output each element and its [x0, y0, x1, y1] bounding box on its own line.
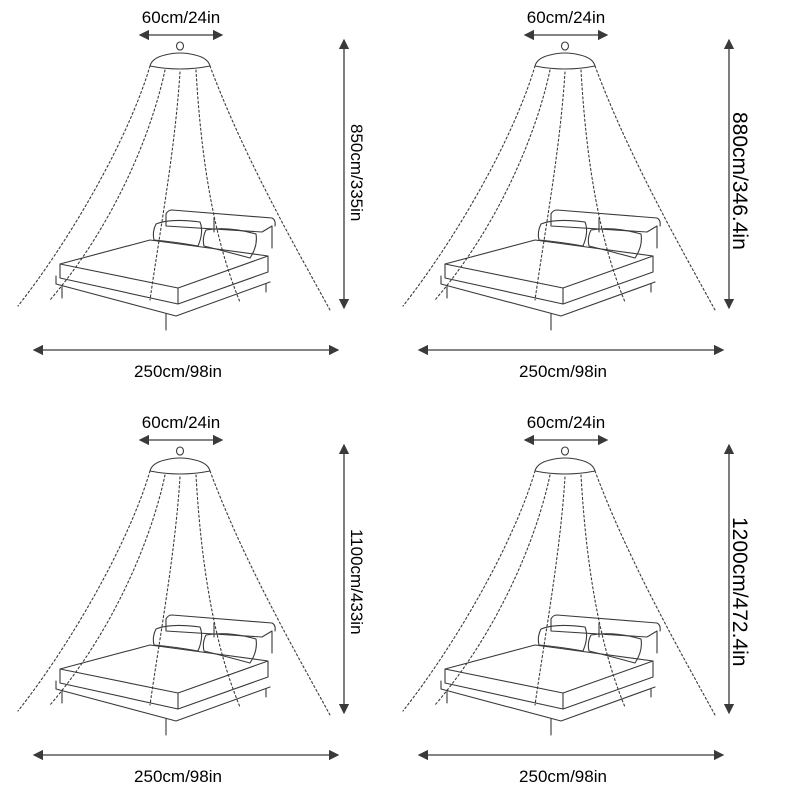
top-width-label: 60cm/24in — [141, 8, 221, 27]
mosquito-net-drawing — [402, 29, 735, 356]
net-canopy — [402, 470, 716, 716]
net-canopy — [17, 65, 331, 311]
hanging-hook-icon — [534, 446, 596, 475]
top-width-label: 60cm/24in — [526, 413, 606, 432]
bed-illustration — [55, 209, 276, 331]
height-label: 1200cm/472.4in — [728, 517, 751, 667]
bottom-width-label: 250cm/98in — [519, 362, 607, 381]
mosquito-net-drawing — [17, 29, 350, 356]
hanging-hook-icon — [534, 41, 596, 70]
bottom-width-label: 250cm/98in — [134, 362, 222, 381]
height-label: 880cm/346.4in — [728, 112, 751, 250]
mosquito-net-drawing — [17, 434, 350, 761]
hanging-hook-icon — [149, 41, 211, 70]
size-panel-2: 60cm/24in 880cm/346.4in 250cm/98in — [385, 0, 785, 400]
top-width-label: 60cm/24in — [526, 8, 606, 27]
bed-illustration — [440, 209, 661, 331]
height-label: 1100cm/433in — [347, 529, 366, 635]
bottom-width-label: 250cm/98in — [519, 767, 607, 786]
bottom-width-label: 250cm/98in — [134, 767, 222, 786]
top-width-label: 60cm/24in — [141, 413, 221, 432]
size-panel-1: 60cm/24in 850cm/335in 250cm/98in — [0, 0, 400, 400]
height-label: 850cm/335in — [347, 124, 366, 222]
bed-illustration — [55, 614, 276, 736]
net-canopy — [17, 470, 331, 716]
hanging-hook-icon — [149, 446, 211, 475]
net-canopy — [402, 65, 716, 311]
size-panel-3: 60cm/24in 1100cm/433in 250cm/98in — [0, 405, 400, 805]
bed-illustration — [440, 614, 661, 736]
mosquito-net-drawing — [402, 434, 735, 761]
size-panel-4: 60cm/24in 1200cm/472.4in 250cm/98in — [385, 405, 785, 805]
